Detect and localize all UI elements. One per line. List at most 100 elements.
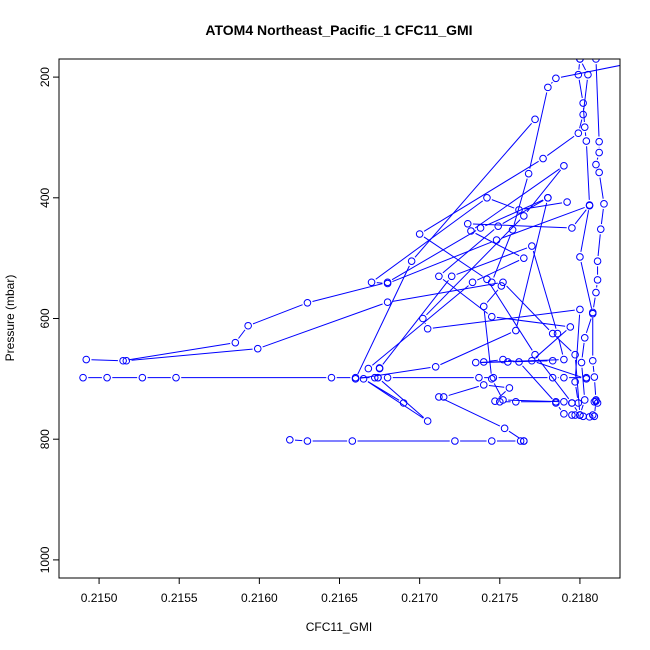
series-segment: [382, 280, 449, 365]
series-layer: [79, 59, 620, 445]
series-segment: [506, 285, 550, 331]
series-segment: [502, 199, 544, 225]
data-point: [593, 276, 602, 284]
series-segment: [586, 146, 590, 200]
series-segment: [128, 342, 231, 361]
data-point: [492, 236, 501, 244]
x-tick-label: 0.2150: [81, 591, 118, 605]
data-point: [494, 222, 502, 230]
data-point: [539, 154, 547, 163]
series-segment: [485, 199, 544, 227]
data-point: [497, 282, 506, 290]
series-7: [364, 162, 584, 407]
data-point: [568, 224, 576, 232]
data-point: [479, 302, 488, 311]
data-point: [595, 148, 603, 157]
data-point: [552, 397, 560, 406]
data-point: [172, 373, 180, 382]
data-point: [244, 321, 252, 330]
series-segment: [596, 157, 599, 160]
data-point: [419, 314, 427, 323]
series-segment: [483, 311, 492, 374]
data-point: [580, 334, 589, 342]
series-segment: [414, 122, 533, 258]
data-point: [528, 242, 536, 250]
data-point: [508, 225, 517, 234]
x-tick-label: 0.2180: [562, 591, 599, 605]
data-point: [579, 110, 587, 119]
series-segment: [558, 406, 562, 410]
data-point: [548, 356, 557, 365]
data-point: [548, 329, 557, 338]
data-point: [571, 411, 579, 419]
series-segment: [360, 367, 431, 379]
series-segment: [582, 108, 585, 123]
data-point: [512, 397, 520, 406]
series-14: [439, 381, 560, 406]
data-point: [383, 373, 392, 382]
series-8: [79, 373, 591, 382]
data-point: [520, 437, 528, 445]
data-point: [383, 278, 392, 287]
data-point: [560, 397, 568, 406]
series-segment: [578, 79, 583, 99]
series-11: [375, 242, 568, 373]
series-segment: [475, 232, 520, 257]
data-point: [531, 350, 539, 359]
data-point: [359, 375, 368, 383]
data-point: [582, 373, 591, 382]
series-segment: [581, 404, 584, 411]
data-point: [399, 399, 408, 407]
series-segment: [583, 79, 588, 110]
series-segment: [516, 202, 548, 326]
series-segment: [493, 383, 501, 396]
series-segment: [581, 342, 585, 358]
data-point: [364, 364, 373, 373]
chart-title: ATOM4 Northeast_Pacific_1 CFC11_GMI: [205, 22, 472, 38]
data-point: [487, 375, 496, 383]
data-point: [119, 356, 127, 365]
x-axis-label: CFC11_GMI: [306, 620, 372, 634]
series-segment: [585, 318, 592, 334]
data-point: [515, 206, 523, 214]
data-point: [588, 308, 597, 317]
data-point: [415, 230, 424, 238]
series-segment: [392, 282, 498, 302]
data-point: [576, 305, 584, 314]
data-point: [286, 436, 294, 444]
data-point: [577, 358, 586, 367]
data-point: [585, 413, 594, 421]
series-segment: [491, 199, 515, 209]
data-point: [370, 373, 379, 382]
series-6: [351, 115, 591, 383]
series-segment: [532, 250, 557, 329]
series-4: [479, 64, 620, 407]
data-point: [499, 355, 507, 364]
series-15: [286, 436, 528, 445]
data-point: [423, 417, 432, 425]
series-segment: [592, 365, 595, 372]
data-point: [585, 201, 594, 210]
data-point: [580, 396, 589, 404]
series-segment: [546, 135, 575, 156]
data-point: [563, 198, 571, 206]
series-segment: [575, 359, 581, 410]
series-segment: [262, 303, 383, 348]
series-segment: [493, 234, 512, 278]
series-segment: [508, 430, 520, 439]
data-point: [489, 373, 498, 382]
series-segment: [581, 367, 585, 395]
series-9: [82, 194, 552, 365]
data-point: [568, 411, 576, 419]
data-point: [483, 194, 491, 202]
data-point: [560, 410, 568, 418]
data-point: [600, 200, 608, 208]
series-segment: [477, 259, 520, 281]
series-segment: [423, 160, 539, 232]
series-segment: [488, 384, 505, 388]
data-point: [595, 168, 603, 177]
series-segment: [442, 229, 495, 274]
series-segment: [357, 265, 410, 375]
data-point: [451, 437, 459, 445]
